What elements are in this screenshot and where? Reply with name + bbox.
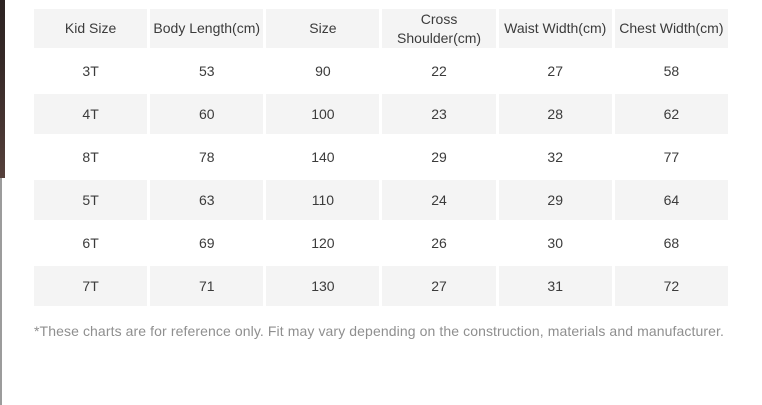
table-row: 6T 69 120 26 30 68 — [34, 223, 728, 263]
cell-waist-width: 32 — [547, 149, 563, 165]
cell-size: 90 — [315, 63, 331, 79]
disclaimer-text: *These charts are for reference only. Fi… — [34, 323, 724, 339]
cell-size: 100 — [266, 94, 380, 134]
cell-size: 120 — [311, 235, 335, 251]
table-row: 3T 53 90 22 27 58 — [34, 51, 728, 91]
table-header-row: Kid Size Body Length(cm) Size Cross Shou… — [34, 9, 728, 48]
cell-kid-size: 3T — [82, 63, 99, 79]
column-header-chest-width: Chest Width(cm) — [614, 9, 728, 48]
cell-kid-size: 7T — [34, 266, 148, 306]
cell-waist-width: 27 — [547, 63, 563, 79]
cell-size: 130 — [266, 266, 380, 306]
cell-chest-width: 64 — [614, 180, 728, 220]
size-chart-section: Kid Size Body Length(cm) Size Cross Shou… — [31, 6, 731, 339]
cell-cross-shoulder: 23 — [382, 94, 496, 134]
cell-body-length: 78 — [198, 149, 215, 165]
column-header-size: Size — [266, 9, 380, 48]
cell-chest-width: 77 — [663, 149, 680, 165]
cell-size: 140 — [311, 149, 335, 165]
cell-body-length: 60 — [150, 94, 264, 134]
cell-size: 110 — [266, 180, 380, 220]
cell-cross-shoulder: 24 — [382, 180, 496, 220]
cell-waist-width: 28 — [498, 94, 612, 134]
cell-waist-width: 29 — [498, 180, 612, 220]
cell-cross-shoulder: 22 — [431, 63, 447, 79]
cell-chest-width: 62 — [614, 94, 728, 134]
cell-chest-width: 68 — [663, 235, 680, 251]
cell-cross-shoulder: 29 — [431, 149, 447, 165]
adjacent-image-sliver — [0, 0, 5, 178]
cell-body-length: 69 — [198, 235, 215, 251]
column-header-cross-shoulder: Cross Shoulder(cm) — [382, 9, 496, 48]
cell-kid-size: 5T — [34, 180, 148, 220]
table-row: 8T 78 140 29 32 77 — [34, 137, 728, 177]
table-row: 7T 71 130 27 31 72 — [34, 266, 728, 306]
column-header-body-length: Body Length(cm) — [150, 9, 264, 48]
cell-waist-width: 31 — [498, 266, 612, 306]
cell-cross-shoulder: 27 — [382, 266, 496, 306]
cell-waist-width: 30 — [547, 235, 563, 251]
cell-body-length: 63 — [150, 180, 264, 220]
cell-cross-shoulder: 26 — [431, 235, 447, 251]
cell-kid-size: 6T — [82, 235, 99, 251]
cell-kid-size: 8T — [82, 149, 99, 165]
column-header-waist-width: Waist Width(cm) — [498, 9, 612, 48]
column-header-kid-size: Kid Size — [34, 9, 148, 48]
table-row: 5T 63 110 24 29 64 — [34, 180, 728, 220]
cell-body-length: 71 — [150, 266, 264, 306]
page-edge-line — [0, 178, 2, 405]
table-row: 4T 60 100 23 28 62 — [34, 94, 728, 134]
cell-body-length: 53 — [198, 63, 215, 79]
size-chart-table: Kid Size Body Length(cm) Size Cross Shou… — [31, 6, 731, 309]
cell-chest-width: 58 — [663, 63, 680, 79]
cell-kid-size: 4T — [34, 94, 148, 134]
cell-chest-width: 72 — [614, 266, 728, 306]
